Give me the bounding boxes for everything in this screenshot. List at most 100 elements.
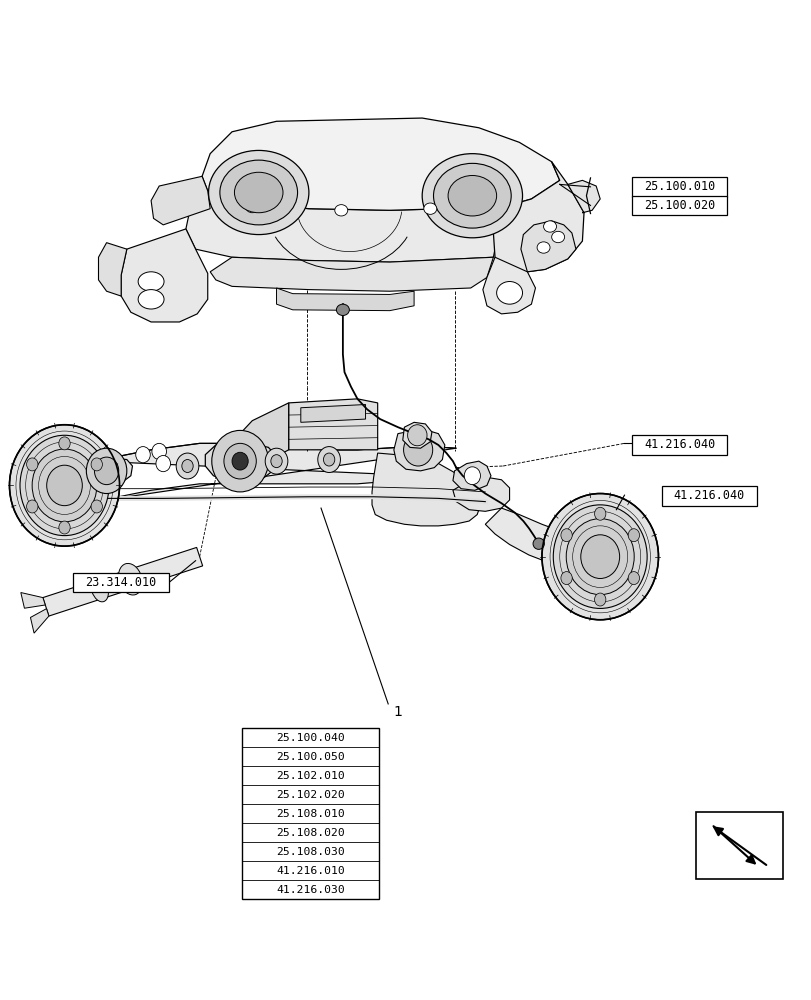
Ellipse shape — [208, 150, 308, 235]
Ellipse shape — [580, 535, 619, 578]
Ellipse shape — [91, 500, 102, 513]
Text: 25.102.020: 25.102.020 — [276, 790, 345, 800]
Ellipse shape — [91, 577, 108, 602]
Polygon shape — [151, 176, 210, 225]
Ellipse shape — [594, 593, 605, 606]
Ellipse shape — [10, 425, 119, 546]
Polygon shape — [31, 609, 49, 633]
Polygon shape — [288, 399, 377, 450]
Polygon shape — [121, 229, 208, 322]
Ellipse shape — [317, 447, 340, 472]
Ellipse shape — [27, 500, 38, 513]
Text: 25.100.020: 25.100.020 — [643, 199, 714, 212]
Ellipse shape — [176, 453, 199, 479]
Ellipse shape — [86, 448, 127, 494]
Text: 25.108.010: 25.108.010 — [276, 809, 345, 819]
Ellipse shape — [152, 443, 166, 460]
Ellipse shape — [403, 434, 432, 466]
Polygon shape — [393, 429, 444, 471]
Text: 41.216.010: 41.216.010 — [276, 866, 345, 876]
Polygon shape — [483, 257, 534, 314]
Polygon shape — [240, 403, 288, 469]
Ellipse shape — [246, 201, 259, 213]
Polygon shape — [98, 243, 127, 296]
Text: 25.102.010: 25.102.010 — [276, 771, 345, 781]
Polygon shape — [21, 593, 45, 608]
Ellipse shape — [565, 519, 633, 595]
Ellipse shape — [552, 505, 646, 608]
Ellipse shape — [423, 203, 436, 214]
Ellipse shape — [541, 494, 658, 620]
Ellipse shape — [543, 221, 556, 232]
FancyBboxPatch shape — [73, 573, 169, 592]
Ellipse shape — [551, 231, 564, 243]
Ellipse shape — [138, 272, 164, 291]
Polygon shape — [402, 422, 431, 448]
Ellipse shape — [32, 449, 97, 522]
Polygon shape — [567, 180, 599, 213]
Polygon shape — [202, 118, 559, 210]
Ellipse shape — [334, 205, 347, 216]
Polygon shape — [186, 176, 503, 262]
Polygon shape — [277, 288, 414, 311]
Text: 25.108.030: 25.108.030 — [276, 847, 345, 857]
Text: 25.100.050: 25.100.050 — [276, 752, 345, 762]
Text: 25.100.010: 25.100.010 — [643, 180, 714, 193]
FancyBboxPatch shape — [661, 486, 757, 506]
Ellipse shape — [156, 455, 170, 472]
Polygon shape — [36, 455, 98, 516]
Text: 25.108.020: 25.108.020 — [276, 828, 345, 838]
Ellipse shape — [594, 507, 605, 520]
Ellipse shape — [433, 163, 511, 228]
Ellipse shape — [323, 453, 334, 466]
FancyBboxPatch shape — [242, 728, 379, 899]
Ellipse shape — [135, 447, 150, 463]
Text: 1: 1 — [393, 705, 401, 719]
Ellipse shape — [20, 435, 109, 536]
Polygon shape — [485, 508, 606, 568]
Ellipse shape — [422, 154, 522, 238]
Polygon shape — [210, 257, 493, 291]
Ellipse shape — [336, 304, 349, 315]
Ellipse shape — [138, 290, 164, 309]
Polygon shape — [94, 443, 456, 502]
FancyBboxPatch shape — [631, 177, 727, 197]
Ellipse shape — [628, 572, 639, 585]
Ellipse shape — [220, 160, 297, 225]
Ellipse shape — [464, 467, 480, 485]
Polygon shape — [205, 442, 277, 482]
FancyBboxPatch shape — [631, 196, 727, 215]
Text: 41.216.030: 41.216.030 — [276, 885, 345, 895]
Text: 41.216.040: 41.216.040 — [673, 489, 744, 502]
Ellipse shape — [232, 452, 248, 470]
Ellipse shape — [536, 242, 549, 253]
Polygon shape — [371, 453, 480, 526]
Ellipse shape — [47, 465, 82, 506]
Ellipse shape — [496, 282, 522, 304]
Ellipse shape — [94, 457, 118, 485]
Ellipse shape — [118, 563, 142, 595]
Ellipse shape — [532, 538, 543, 549]
Ellipse shape — [628, 529, 639, 542]
Ellipse shape — [58, 521, 70, 534]
Ellipse shape — [407, 425, 427, 446]
Polygon shape — [453, 461, 491, 490]
Polygon shape — [453, 477, 509, 511]
Ellipse shape — [212, 430, 268, 492]
Polygon shape — [300, 405, 365, 422]
Ellipse shape — [27, 458, 38, 471]
Ellipse shape — [560, 572, 572, 585]
Ellipse shape — [271, 455, 282, 468]
Ellipse shape — [58, 437, 70, 450]
FancyBboxPatch shape — [631, 435, 727, 455]
Ellipse shape — [448, 176, 496, 216]
Text: 25.100.040: 25.100.040 — [276, 733, 345, 743]
Polygon shape — [521, 221, 575, 272]
Text: 41.216.040: 41.216.040 — [643, 438, 714, 451]
Polygon shape — [493, 162, 583, 272]
Polygon shape — [82, 458, 132, 485]
Text: 23.314.010: 23.314.010 — [85, 576, 157, 589]
Ellipse shape — [234, 172, 283, 213]
Ellipse shape — [265, 448, 287, 474]
FancyBboxPatch shape — [695, 812, 782, 879]
